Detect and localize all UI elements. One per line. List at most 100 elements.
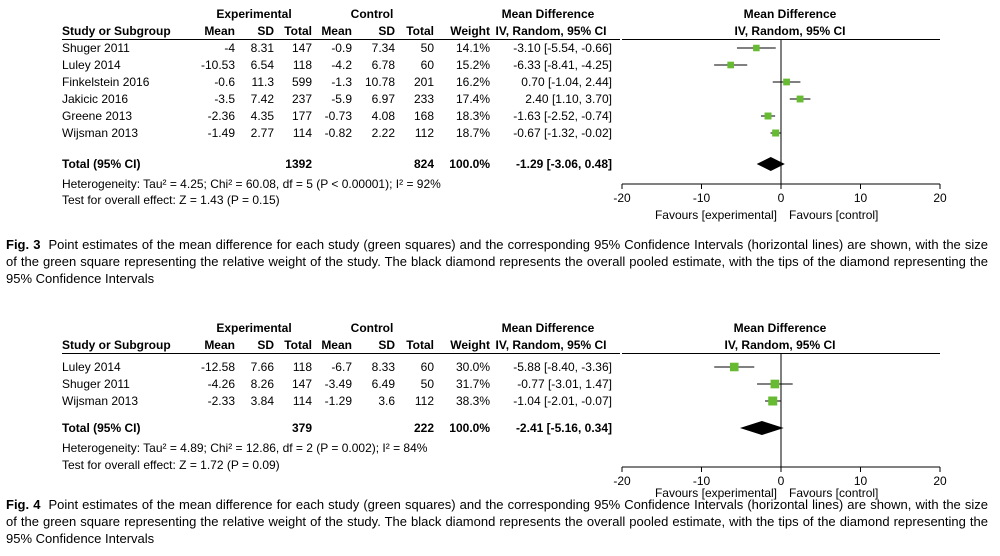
plot-subtitle: IV, Random, 95% CI (734, 24, 846, 38)
point-estimate-square (729, 362, 739, 372)
cell-weight: 16.2% (455, 75, 490, 89)
total-label: Total (95% CI) (62, 157, 141, 171)
caption-text: Point estimates of the mean difference f… (6, 237, 988, 286)
total-e: 379 (291, 421, 312, 435)
cell-weight: 18.7% (455, 126, 490, 140)
cell-e-total: 114 (292, 126, 312, 140)
table-rule (62, 39, 620, 40)
cell-c-total: 112 (414, 394, 434, 408)
plot-title: Mean Difference (743, 7, 837, 21)
total-ci: -1.29 [-3.06, 0.48] (515, 157, 612, 171)
cell-e-mean: -10.53 (200, 58, 235, 72)
cell-e-sd: 7.42 (250, 92, 274, 106)
x-tick-label: 10 (854, 191, 868, 205)
cell-c-sd: 6.78 (371, 58, 395, 72)
cell-ci-text: 0.70 [-1.04, 2.44] (521, 75, 612, 89)
caption-label: Fig. 4 (6, 497, 41, 512)
group-header-experimental: Experimental (216, 321, 292, 335)
figure-caption: Fig. 3 Point estimates of the mean differ… (6, 236, 988, 287)
cell-e-total: 147 (291, 41, 312, 55)
total-label: Total (95% CI) (62, 421, 141, 435)
cell-e-sd: 4.35 (250, 109, 274, 123)
total-c: 824 (413, 157, 434, 171)
cell-weight: 15.2% (455, 58, 490, 72)
col-header-study: Study or Subgroup (62, 338, 171, 352)
cell-e-total: 237 (291, 92, 312, 106)
col-header-e-mean: Mean (204, 24, 235, 38)
cell-weight: 18.3% (455, 109, 490, 123)
cell-e-sd: 8.31 (250, 41, 274, 55)
cell-weight: 14.1% (455, 41, 490, 55)
cell-name: Luley 2014 (62, 360, 121, 374)
caption-label: Fig. 3 (6, 237, 41, 252)
cell-name: Shuger 2011 (62, 377, 130, 391)
cell-c-sd: 6.97 (371, 92, 395, 106)
cell-ci-text: -1.63 [-2.52, -0.74] (513, 109, 612, 123)
cell-ci-text: 2.40 [1.10, 3.70] (525, 92, 612, 106)
forest-plot-svg: -20 -10 0 10 20 Favours [experimental] Favours… (613, 40, 947, 222)
cell-c-sd: 6.49 (371, 377, 395, 391)
cell-c-total: 50 (420, 377, 434, 391)
pooled-estimate-diamond (756, 157, 785, 171)
favours-experimental-label: Favours [experimental] (655, 208, 777, 222)
cell-e-total: 177 (291, 109, 312, 123)
cell-c-mean: -0.82 (324, 126, 352, 140)
cell-weight: 17.4% (455, 92, 490, 106)
cell-e-total: 118 (292, 58, 312, 72)
col-header-e-total: Total (284, 24, 312, 38)
md-header: Mean Difference (501, 321, 595, 335)
cell-name: Jakicic 2016 (62, 92, 129, 106)
point-estimate-square (753, 44, 760, 52)
cell-e-sd: 3.84 (250, 394, 274, 408)
favours-control-label: Favours [control] (789, 486, 878, 500)
x-tick-label: 0 (778, 191, 785, 205)
point-estimate-square (727, 61, 734, 69)
col-header-c-mean: Mean (321, 24, 352, 38)
col-header-weight: Weight (450, 338, 490, 352)
cell-e-total: 118 (292, 360, 312, 374)
overall-effect-text: Test for overall effect: Z = 1.72 (P = 0… (62, 458, 280, 472)
col-header-c-mean: Mean (321, 338, 352, 352)
cell-c-total: 60 (420, 58, 434, 72)
col-header-e-sd: SD (257, 24, 274, 38)
favours-control-label: Favours [control] (789, 208, 878, 222)
x-tick-label: 20 (933, 191, 947, 205)
cell-c-sd: 7.34 (371, 41, 395, 55)
point-estimate-square (764, 112, 772, 120)
cell-e-total: 599 (291, 75, 312, 89)
col-header-md-sub: IV, Random, 95% CI (495, 24, 607, 38)
cell-ci-text: -0.77 [-3.01, 1.47] (517, 377, 612, 391)
cell-e-sd: 7.66 (250, 360, 274, 374)
cell-name: Wijsman 2013 (62, 126, 139, 140)
forest-plot-figure-3: Experimental Control Mean Difference Mea… (6, 7, 988, 287)
cell-name: Wijsman 2013 (62, 394, 139, 408)
plot-title: Mean Difference (733, 321, 827, 335)
md-header: Mean Difference (501, 7, 595, 21)
cell-e-sd: 6.54 (250, 58, 274, 72)
cell-name: Greene 2013 (62, 109, 133, 123)
cell-ci-text: -6.33 [-8.41, -4.25] (513, 58, 612, 72)
cell-e-mean: -2.33 (207, 394, 235, 408)
heterogeneity-text: Heterogeneity: Tau² = 4.89; Chi² = 12.86… (62, 441, 428, 455)
cell-e-mean: -4 (224, 41, 235, 55)
forest-plot-figure-4: Experimental Control Mean Difference Mea… (0, 312, 1000, 556)
figure-caption: Fig. 4 Point estimates of the mean differ… (6, 496, 988, 547)
table-rule (62, 353, 620, 354)
col-header-e-total: Total (284, 338, 312, 352)
col-header-c-total: Total (406, 24, 434, 38)
cell-weight: 38.3% (455, 394, 490, 408)
cell-c-total: 233 (413, 92, 434, 106)
cell-c-sd: 8.33 (371, 360, 395, 374)
cell-c-total: 50 (420, 41, 434, 55)
cell-c-sd: 3.6 (378, 394, 395, 408)
x-tick-label: -20 (613, 474, 631, 488)
total-weight: 100.0% (449, 157, 490, 171)
cell-e-mean: -0.6 (214, 75, 235, 89)
cell-name: Finkelstein 2016 (62, 75, 150, 89)
cell-c-mean: -0.73 (324, 109, 352, 123)
cell-c-mean: -1.3 (331, 75, 352, 89)
point-estimate-square (772, 129, 780, 137)
point-estimate-square (783, 78, 790, 86)
group-header-control: Control (350, 321, 394, 335)
cell-c-total: 112 (414, 126, 434, 140)
